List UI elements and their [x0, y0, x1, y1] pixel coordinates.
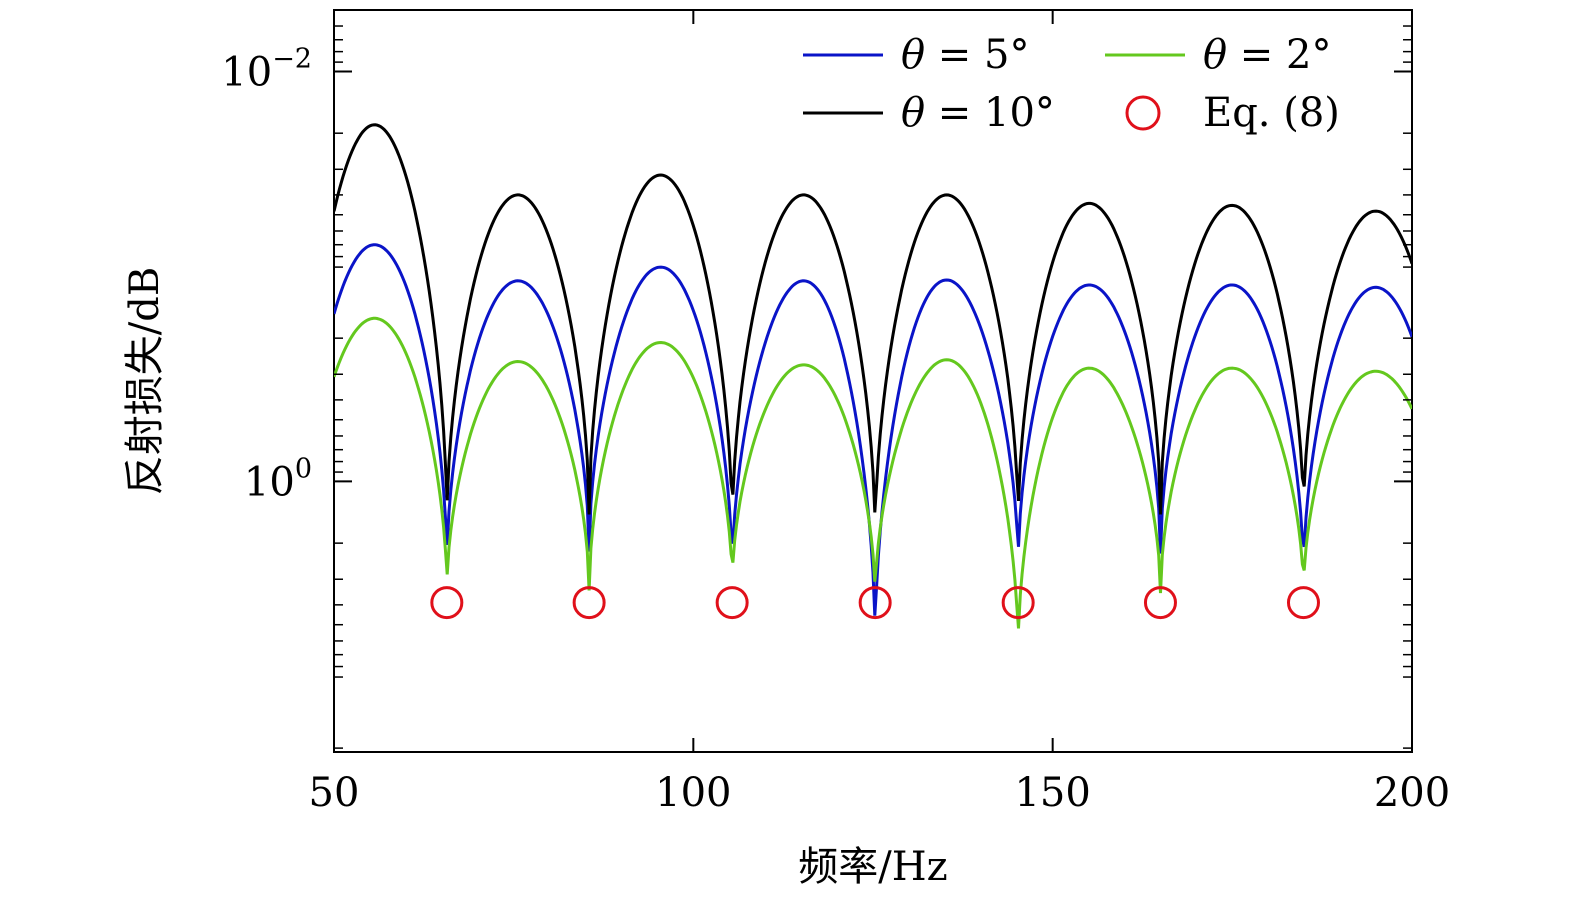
x-tick-label: 50: [309, 770, 360, 816]
legend: θ = 5° θ = 2° θ = 10° Eq. (8): [803, 32, 1340, 136]
x-tick-label: 100: [655, 770, 731, 816]
eq8-marker: [1286, 586, 1320, 620]
legend-label: θ = 2°: [1203, 32, 1331, 78]
x-tick-label: 200: [1374, 770, 1450, 816]
y-axis-title: 反射损失/dB: [122, 267, 168, 495]
marker-group: [430, 586, 1320, 620]
y-tick-label: 100: [244, 453, 312, 505]
eq8-marker: [1143, 586, 1177, 620]
series-group: [334, 123, 1412, 629]
eq8-marker: [1001, 586, 1035, 620]
x-axis-title: 频率/Hz: [798, 844, 947, 890]
eq8-marker: [715, 586, 749, 620]
plot-frame: [333, 9, 1413, 753]
series-line-2-deg: [334, 316, 1412, 629]
eq8-marker: [858, 586, 892, 620]
legend-label: Eq. (8): [1203, 90, 1340, 136]
legend-label: θ = 5°: [901, 32, 1029, 78]
legend-swatch-circle: [1125, 95, 1161, 131]
eq8-marker: [430, 586, 464, 620]
y-tick-label: 10−2: [221, 43, 312, 95]
x-tick-label: 150: [1014, 770, 1090, 816]
series-line-10-deg: [334, 123, 1412, 515]
eq8-marker: [572, 586, 606, 620]
legend-label: θ = 10°: [901, 90, 1055, 136]
